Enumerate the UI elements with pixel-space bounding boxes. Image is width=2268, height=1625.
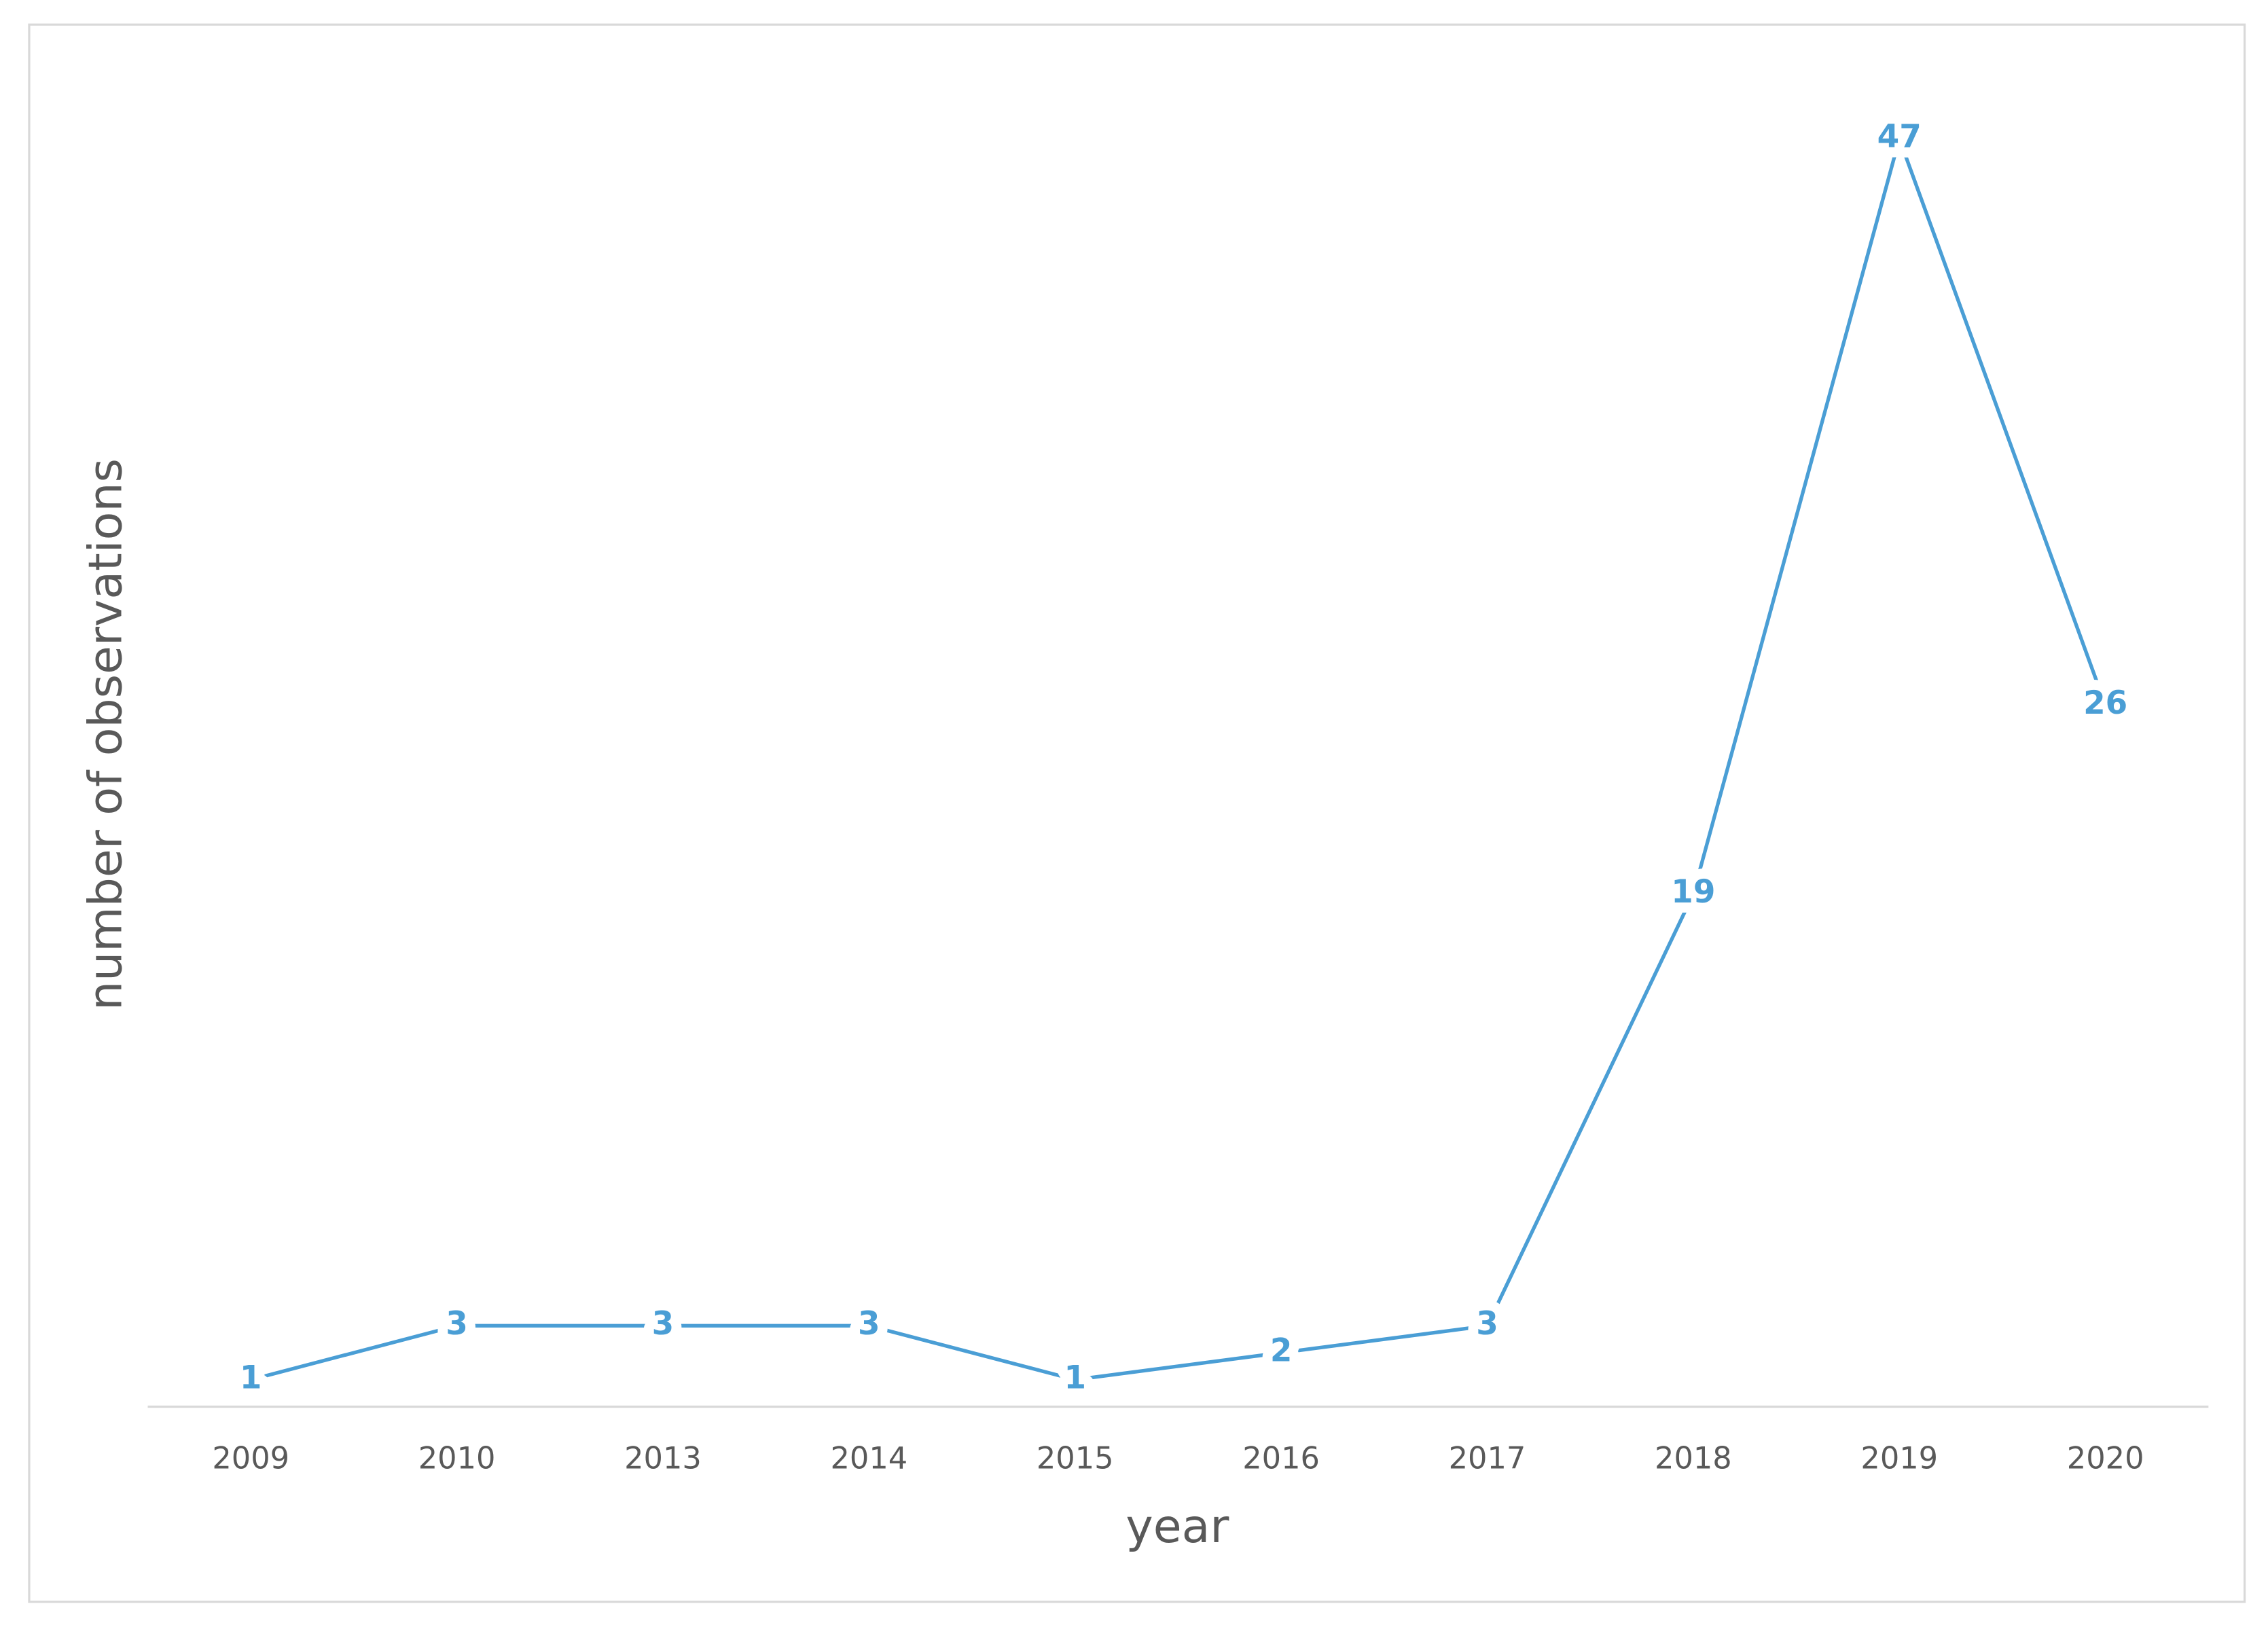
data-label: 3 [446, 1306, 468, 1343]
x-tick-label: 2017 [1449, 1440, 1526, 1476]
x-tick-label: 2015 [1037, 1440, 1114, 1476]
data-label: 19 [1671, 874, 1715, 911]
x-tick-label: 2013 [624, 1440, 702, 1476]
y-axis-title: number of observations [79, 458, 133, 1010]
data-label: 26 [2083, 685, 2127, 722]
data-label: 47 [1877, 119, 1922, 156]
data-label: 2 [1270, 1333, 1293, 1370]
data-label: 3 [1476, 1306, 1498, 1343]
x-tick-label: 2014 [830, 1440, 907, 1476]
x-tick-label: 2018 [1655, 1440, 1732, 1476]
chart-frame [28, 23, 2246, 1603]
data-label: 1 [240, 1359, 262, 1396]
data-label: 1 [1064, 1359, 1086, 1396]
x-tick-label: 2016 [1242, 1440, 1320, 1476]
x-tick-label: 2010 [418, 1440, 496, 1476]
data-line [250, 136, 2108, 1382]
data-label: 3 [652, 1306, 674, 1343]
x-axis-title: year [1126, 1500, 1229, 1554]
x-tick-label: 2020 [2067, 1440, 2144, 1476]
data-label: 3 [858, 1306, 880, 1343]
x-tick-label: 2019 [1860, 1440, 1938, 1476]
x-tick-label: 2009 [212, 1440, 289, 1476]
